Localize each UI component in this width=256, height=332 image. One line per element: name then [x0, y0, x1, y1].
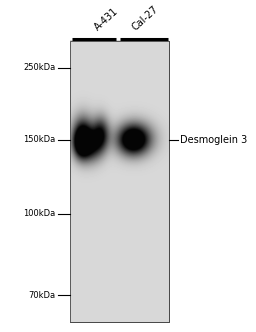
Text: 70kDa: 70kDa: [28, 291, 55, 300]
Bar: [70, 41, 169, 322]
Text: Desmoglein 3: Desmoglein 3: [180, 135, 248, 145]
Text: Cal-27: Cal-27: [130, 4, 161, 33]
Text: 150kDa: 150kDa: [23, 135, 55, 144]
Text: 250kDa: 250kDa: [23, 63, 55, 72]
Bar: [70, 41, 169, 322]
Text: 100kDa: 100kDa: [23, 209, 55, 218]
Text: A-431: A-431: [93, 6, 120, 33]
